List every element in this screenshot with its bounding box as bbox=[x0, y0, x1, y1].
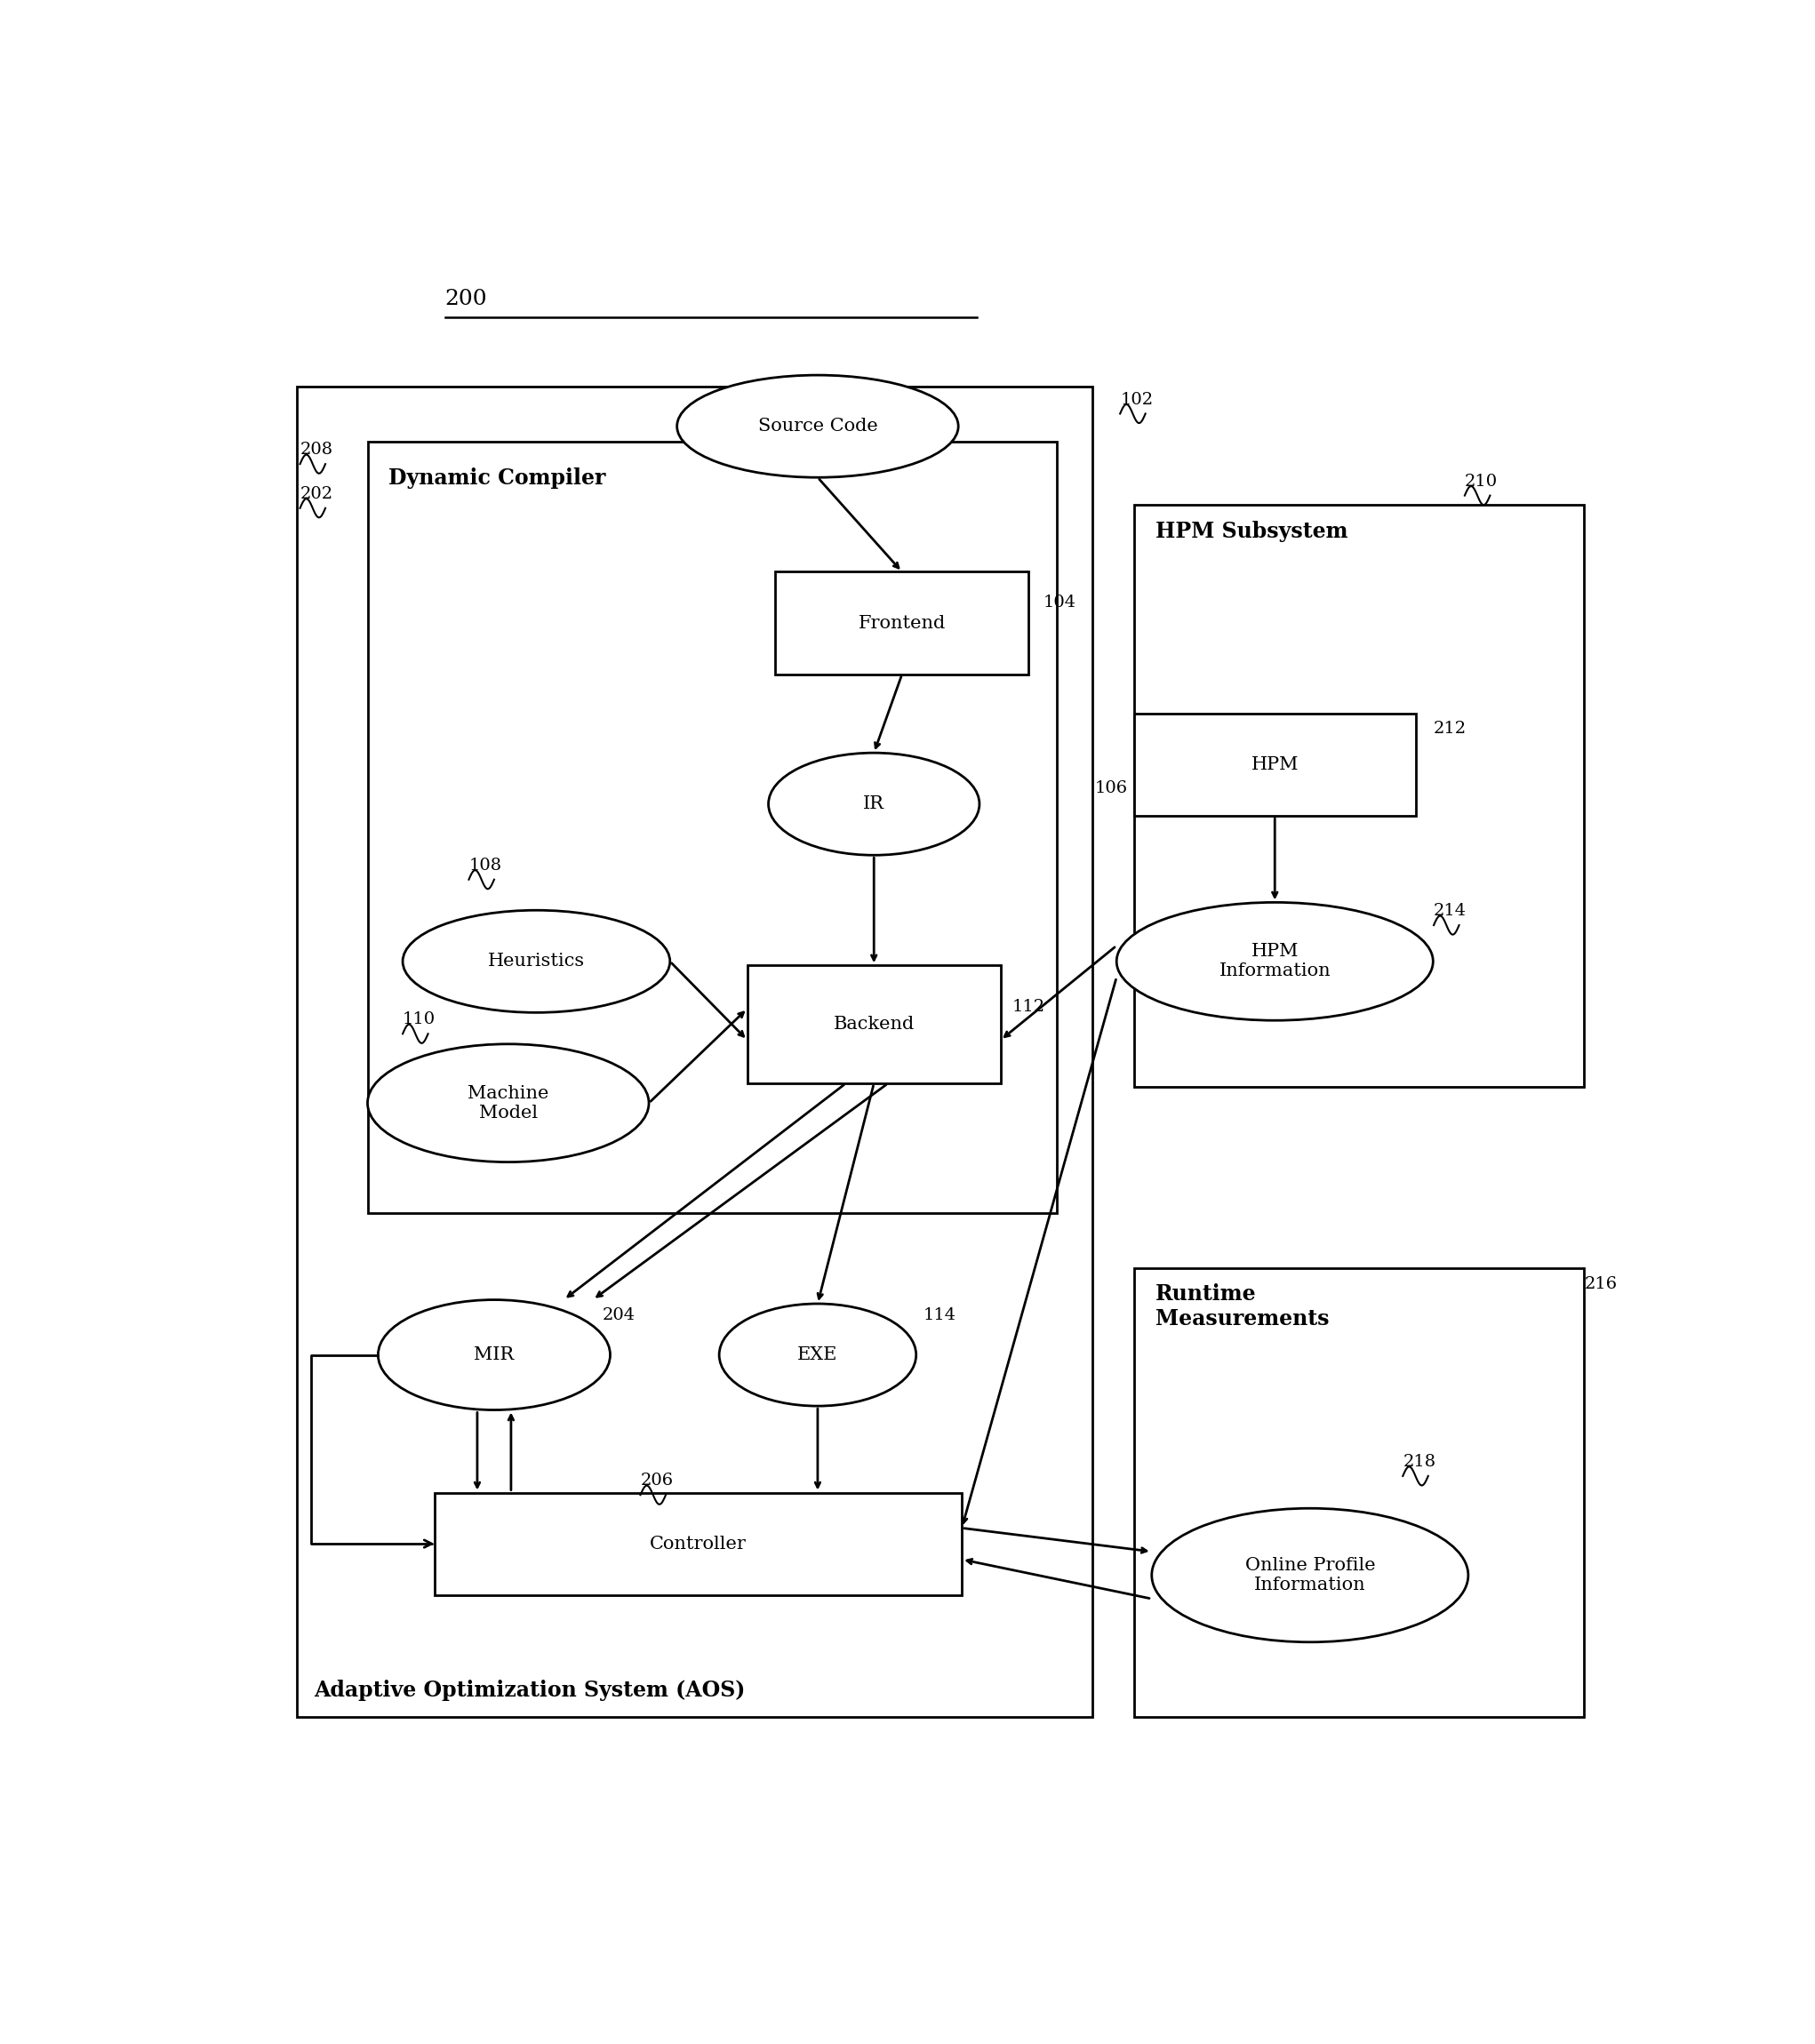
Ellipse shape bbox=[1116, 901, 1434, 1020]
Text: Heuristics: Heuristics bbox=[488, 953, 584, 969]
Bar bbox=[748, 965, 1000, 1083]
Text: HPM
Information: HPM Information bbox=[1220, 942, 1330, 979]
Text: 104: 104 bbox=[1042, 595, 1076, 611]
Text: Online Profile
Information: Online Profile Information bbox=[1245, 1558, 1376, 1594]
FancyArrowPatch shape bbox=[312, 1355, 432, 1547]
Text: 112: 112 bbox=[1011, 1000, 1045, 1016]
Bar bbox=[1134, 1267, 1584, 1717]
Text: MIR: MIR bbox=[474, 1347, 514, 1363]
Text: 108: 108 bbox=[468, 856, 501, 873]
Bar bbox=[1134, 713, 1416, 816]
Ellipse shape bbox=[367, 1044, 650, 1163]
Bar bbox=[775, 572, 1029, 675]
Text: Runtime
Measurements: Runtime Measurements bbox=[1154, 1284, 1329, 1329]
Text: EXE: EXE bbox=[797, 1347, 839, 1363]
Text: HPM Subsystem: HPM Subsystem bbox=[1154, 521, 1349, 542]
Ellipse shape bbox=[677, 376, 958, 478]
Text: 206: 206 bbox=[641, 1474, 673, 1488]
Text: HPM: HPM bbox=[1251, 756, 1298, 773]
Text: 210: 210 bbox=[1465, 474, 1497, 489]
Ellipse shape bbox=[378, 1300, 610, 1410]
Ellipse shape bbox=[1153, 1508, 1468, 1641]
Text: 110: 110 bbox=[403, 1012, 436, 1028]
Text: 202: 202 bbox=[299, 486, 332, 503]
Bar bbox=[367, 442, 1056, 1214]
Text: Frontend: Frontend bbox=[858, 615, 946, 632]
Text: 218: 218 bbox=[1403, 1453, 1436, 1470]
Bar bbox=[434, 1492, 962, 1594]
Text: IR: IR bbox=[864, 795, 884, 811]
Text: Adaptive Optimization System (AOS): Adaptive Optimization System (AOS) bbox=[314, 1680, 746, 1701]
Text: 212: 212 bbox=[1434, 719, 1467, 736]
Bar bbox=[298, 386, 1093, 1717]
Text: Machine
Model: Machine Model bbox=[468, 1085, 548, 1122]
Text: 102: 102 bbox=[1120, 392, 1153, 407]
Text: 106: 106 bbox=[1094, 781, 1127, 797]
Ellipse shape bbox=[768, 752, 980, 854]
Ellipse shape bbox=[719, 1304, 917, 1406]
Text: Backend: Backend bbox=[833, 1016, 915, 1032]
Text: 114: 114 bbox=[924, 1308, 957, 1325]
Text: Dynamic Compiler: Dynamic Compiler bbox=[388, 468, 606, 489]
Ellipse shape bbox=[403, 910, 670, 1012]
Bar bbox=[1134, 505, 1584, 1087]
Text: Controller: Controller bbox=[650, 1535, 746, 1551]
Text: 214: 214 bbox=[1434, 903, 1467, 920]
Text: 204: 204 bbox=[603, 1308, 635, 1325]
Text: Source Code: Source Code bbox=[759, 417, 877, 435]
Text: 216: 216 bbox=[1584, 1275, 1617, 1292]
Text: 208: 208 bbox=[299, 442, 332, 458]
Text: 200: 200 bbox=[445, 288, 486, 309]
